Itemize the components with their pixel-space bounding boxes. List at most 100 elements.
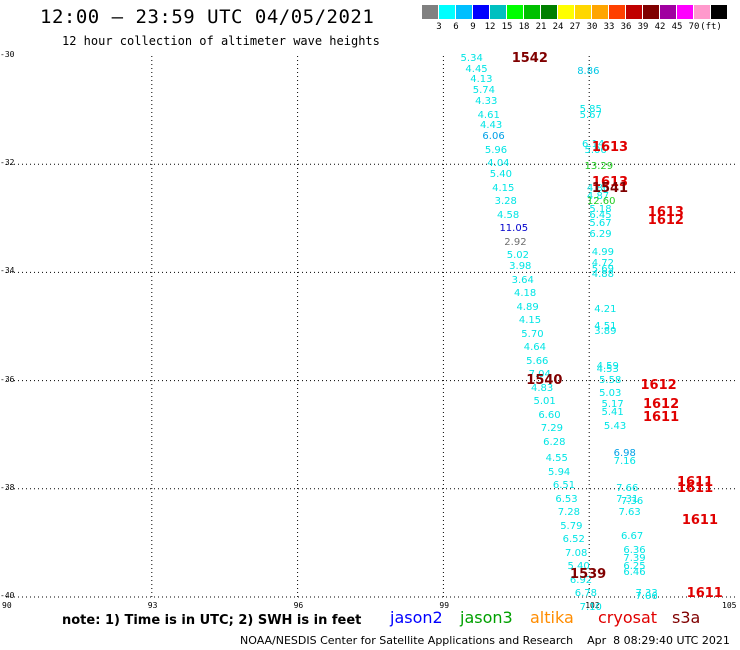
latitude-tick-label: -38 — [0, 482, 15, 492]
wave-height-value: 5.67 — [579, 109, 602, 121]
wave-height-value: 4.88 — [591, 269, 615, 281]
colorbar-swatch — [711, 5, 727, 19]
pass-time-label: 1542 — [511, 50, 548, 66]
colorbar-swatch — [677, 5, 693, 19]
wave-height-value: 5.94 — [548, 466, 571, 478]
wave-height-value: 11.05 — [499, 223, 529, 235]
wave-height-value: 4.87 — [586, 190, 610, 202]
colorbar-label: 42 — [654, 22, 666, 32]
wave-height-value: 7.66 — [616, 482, 639, 494]
wave-height-value: 7.04 — [528, 369, 551, 381]
longitude-tick-label: 90 — [2, 601, 12, 610]
wave-height-value: 6.67 — [620, 531, 644, 543]
wave-height-value: 6.98 — [613, 447, 636, 459]
latitude-tick-label: -36 — [0, 374, 15, 384]
wave-height-value: 4.58 — [497, 209, 520, 221]
latitude-tick-label: -34 — [0, 266, 15, 276]
wave-height-value: 7.39 — [623, 553, 646, 565]
wave-height-value: 3.64 — [511, 274, 534, 286]
longitude-tick-label: 99 — [439, 601, 450, 610]
wave-height-value: 6.36 — [623, 545, 646, 556]
wave-height-value: 6.46 — [623, 566, 646, 578]
longitude-tick-label: 102 — [585, 601, 600, 610]
colorbar-swatch — [626, 5, 642, 19]
colorbar-label: 39 — [637, 22, 649, 32]
wave-height-value: 4.64 — [523, 342, 546, 354]
wave-height-value: 5.34 — [460, 52, 483, 64]
pass-time-label: 1611 — [686, 586, 723, 602]
latitude-tick-label: -40 — [0, 591, 15, 600]
wave-height-value: 4.43 — [480, 120, 503, 132]
colorbar-label: 45 — [671, 22, 683, 32]
pass-time-label: 1611 — [681, 513, 718, 529]
wave-height-value: 5.06 — [584, 144, 607, 156]
satellite-legend-altika: altika — [530, 608, 574, 627]
colorbar-label: 6 — [453, 22, 459, 32]
wave-height-value: 5.18 — [589, 204, 612, 216]
wave-height-value: 6.92 — [569, 574, 593, 586]
colorbar-swatch — [541, 5, 557, 19]
colorbar-swatch — [558, 5, 574, 19]
wave-height-value: 5.17 — [601, 398, 624, 410]
wave-height-value: 4.99 — [591, 247, 615, 259]
wave-height-value: 7.06 — [635, 591, 658, 602]
wave-height-value: 7.10 — [579, 601, 602, 613]
colorbar-swatch — [660, 5, 676, 19]
pass-time-label: 1612 — [647, 213, 684, 228]
wave-height-value: 5.67 — [589, 217, 612, 229]
colorbar-label: 27 — [569, 22, 581, 32]
wave-height-value: 7.36 — [620, 496, 644, 508]
wave-height-value: 7.31 — [616, 493, 639, 505]
wave-height-value: 7.33 — [635, 588, 658, 600]
wave-height-value: 6.60 — [538, 409, 561, 421]
colorbar-swatch — [507, 5, 523, 19]
pass-time-label: 1613 — [647, 204, 684, 220]
wave-height-value: 7.08 — [565, 547, 588, 559]
colorbar-swatch — [439, 5, 455, 19]
wave-height-value: 13.29 — [584, 160, 614, 172]
colorbar-swatch — [609, 5, 625, 19]
colorbar-label: 3 — [436, 22, 442, 32]
wave-height-value: 4.59 — [596, 361, 619, 373]
latitude-tick-label: -30 — [0, 50, 15, 59]
wave-height-value: 4.13 — [470, 74, 493, 86]
colorbar-label: 15 — [501, 22, 513, 32]
satellite-legend-jason3: jason3 — [460, 608, 513, 627]
wave-height-value: 7.29 — [540, 423, 564, 435]
colorbar-label: 21 — [535, 22, 547, 32]
colorbar-swatch — [592, 5, 608, 19]
wave-height-value: 12.60 — [586, 196, 616, 208]
colorbar-swatch — [422, 5, 438, 19]
satellite-legend-cryosat: cryosat — [598, 608, 658, 627]
wave-height-value: 3.98 — [509, 260, 532, 272]
pass-time-label: 1611 — [676, 475, 714, 491]
colorbar-swatch — [524, 5, 540, 19]
wave-height-value: 6.25 — [623, 561, 646, 573]
pass-time-label: 1611 — [676, 480, 714, 496]
wave-height-value: 6.29 — [589, 228, 612, 240]
colorbar-swatch — [490, 5, 506, 19]
wave-height-value: 5.85 — [579, 104, 602, 116]
wave-height-value: 4.45 — [465, 63, 488, 75]
colorbar-swatch — [575, 5, 591, 19]
wave-height-value: 5.43 — [603, 420, 627, 432]
wave-height-value: 4.51 — [594, 320, 617, 332]
wave-height-value: 6.14 — [582, 139, 605, 151]
wave-height-value: 4.53 — [596, 363, 619, 375]
colorbar-label: 18 — [518, 22, 530, 32]
colorbar-label: 30 — [586, 22, 598, 32]
wave-height-value: 5.40 — [489, 169, 512, 181]
wave-height-value: 5.96 — [484, 144, 508, 156]
wave-height-value: 6.06 — [482, 131, 505, 143]
wave-height-value: 4.86 — [586, 182, 610, 194]
wave-height-value: 6.53 — [555, 493, 578, 505]
longitude-tick-label: 96 — [293, 601, 304, 610]
wave-height-value: 4.15 — [518, 315, 542, 327]
wave-height-value: 4.89 — [516, 301, 539, 313]
satellite-legend-s3a: s3a — [672, 608, 701, 627]
wave-height-value: 5.40 — [567, 561, 590, 573]
wave-height-value: 5.01 — [533, 396, 556, 408]
pass-time-label: 1612 — [640, 378, 677, 393]
colorbar-label: (ft) — [700, 22, 722, 32]
